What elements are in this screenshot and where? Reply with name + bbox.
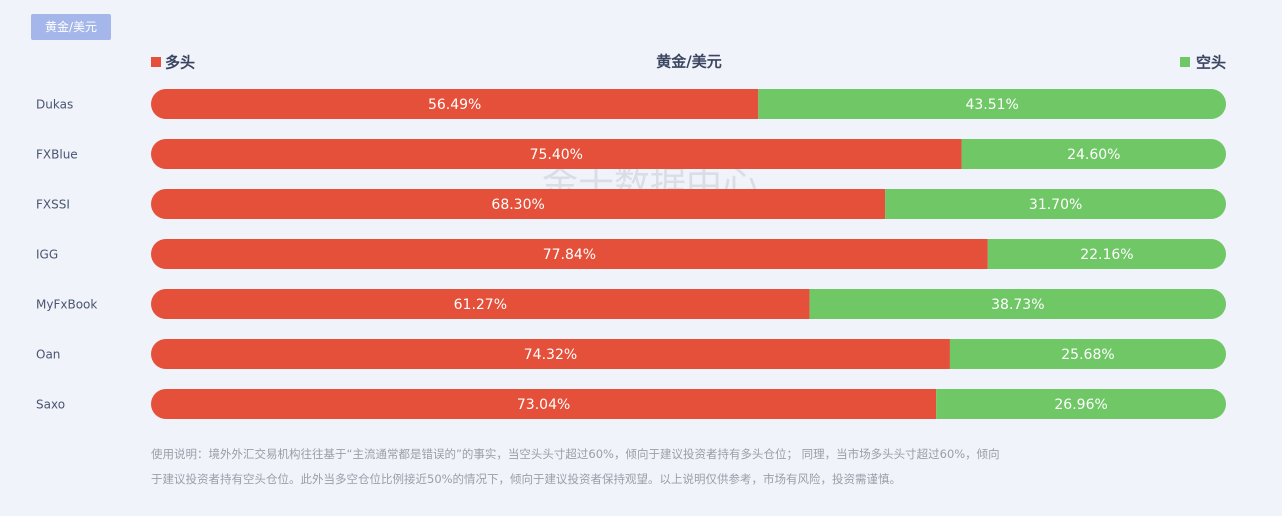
bar-segment xyxy=(987,239,1226,269)
value-label: 61.27% xyxy=(454,297,507,313)
category-label: FXBlue xyxy=(36,148,78,162)
bar-segment xyxy=(809,289,1226,319)
bar-segment xyxy=(758,89,1226,119)
bar-row xyxy=(151,389,1226,419)
value-label: 38.73% xyxy=(991,297,1044,313)
value-label: 31.70% xyxy=(1029,197,1082,213)
value-label: 68.30% xyxy=(491,197,544,213)
legend-label: 多头 xyxy=(165,54,195,72)
bar-segment xyxy=(949,339,1226,369)
bar-segment xyxy=(936,389,1226,419)
value-label: 74.32% xyxy=(524,347,577,363)
value-label: 26.96% xyxy=(1054,397,1107,413)
bar-segment xyxy=(151,389,937,419)
value-label: 56.49% xyxy=(428,97,481,113)
bar-segment xyxy=(151,89,759,119)
bar-segment xyxy=(151,139,962,169)
value-label: 25.68% xyxy=(1061,347,1114,363)
chart-title: 黄金/美元 xyxy=(656,53,721,71)
note-line: 于建议投资者持有空头仓位。此外当多空仓位比例接近50%的情况下，倾向于建议投资者… xyxy=(151,472,902,486)
bar-segment xyxy=(151,189,886,219)
value-label: 24.60% xyxy=(1067,147,1120,163)
bar-segment xyxy=(151,289,810,319)
bar-row xyxy=(151,189,1226,219)
bar-segment xyxy=(961,139,1226,169)
value-label: 73.04% xyxy=(517,397,570,413)
bar-row xyxy=(151,239,1226,269)
category-label: MyFxBook xyxy=(36,298,97,312)
note: 使用说明：境外外汇交易机构往往基于“主流通常都是错误的”的事实，当空头头寸超过6… xyxy=(151,442,1000,492)
tab-button[interactable]: 黄金/美元 xyxy=(31,14,111,40)
value-label: 77.84% xyxy=(543,247,596,263)
category-label: Dukas xyxy=(36,98,73,112)
value-label: 75.40% xyxy=(530,147,583,163)
bar-segment xyxy=(151,239,988,269)
value-label: 22.16% xyxy=(1080,247,1133,263)
legend-label: 空头 xyxy=(1196,54,1226,72)
legend-swatch xyxy=(151,57,161,67)
legend-swatch xyxy=(1180,57,1190,67)
bar-segment xyxy=(885,189,1226,219)
bar-segment xyxy=(151,339,950,369)
note-line: 使用说明：境外外汇交易机构往往基于“主流通常都是错误的”的事实，当空头头寸超过6… xyxy=(151,447,1000,461)
category-label: Saxo xyxy=(36,398,65,412)
category-label: FXSSI xyxy=(36,198,70,212)
bar-row xyxy=(151,89,1226,119)
category-label: Oan xyxy=(36,348,60,362)
category-label: IGG xyxy=(36,248,58,262)
value-label: 43.51% xyxy=(965,97,1018,113)
bar-row xyxy=(151,289,1226,319)
bar-row xyxy=(151,339,1226,369)
bar-row xyxy=(151,139,1226,169)
